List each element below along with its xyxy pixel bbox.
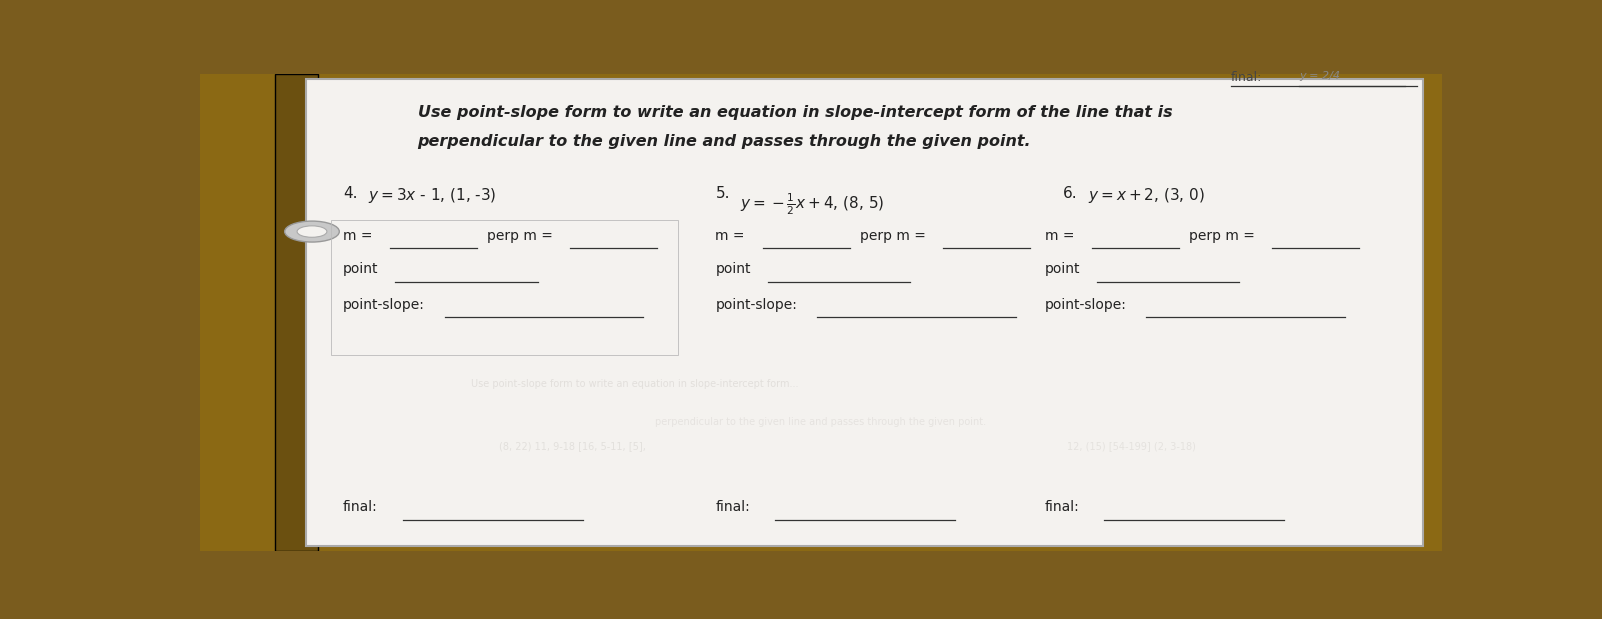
Text: perp m =: perp m =	[487, 228, 557, 243]
FancyBboxPatch shape	[306, 79, 1423, 546]
Text: 12, (15) [54-199] (2, 3-18): 12, (15) [54-199] (2, 3-18)	[1067, 441, 1195, 451]
FancyBboxPatch shape	[276, 74, 319, 551]
Text: final:: final:	[716, 500, 750, 514]
Text: point: point	[343, 262, 378, 276]
Text: y = 2/4: y = 2/4	[1299, 71, 1339, 82]
Circle shape	[296, 226, 327, 237]
Text: final:: final:	[343, 500, 378, 514]
Text: m =: m =	[716, 228, 750, 243]
Text: m =: m =	[343, 228, 376, 243]
Text: m =: m =	[1045, 228, 1078, 243]
Text: $y = 3x$ - 1, (1, -3): $y = 3x$ - 1, (1, -3)	[368, 186, 497, 206]
Bar	[330, 220, 678, 355]
Text: 4.: 4.	[343, 186, 357, 201]
Text: 5.: 5.	[716, 186, 731, 201]
Text: (8, 22) 11, 9-18 [16, 5-11, [5],: (8, 22) 11, 9-18 [16, 5-11, [5],	[500, 441, 646, 451]
Text: final:: final:	[1230, 71, 1262, 84]
Text: point-slope:: point-slope:	[343, 298, 425, 311]
Text: Use point-slope form to write an equation in slope-intercept form of the line th: Use point-slope form to write an equatio…	[418, 105, 1173, 120]
Text: 6.: 6.	[1064, 186, 1078, 201]
Circle shape	[285, 221, 340, 242]
Text: perpendicular to the given line and passes through the given point.: perpendicular to the given line and pass…	[655, 417, 987, 427]
Text: point-slope:: point-slope:	[716, 298, 798, 311]
Text: perp m =: perp m =	[1189, 228, 1259, 243]
Text: point-slope:: point-slope:	[1045, 298, 1126, 311]
Text: Use point-slope form to write an equation in slope-intercept form...: Use point-slope form to write an equatio…	[471, 379, 798, 389]
Text: $y = -\frac{1}{2}x + 4$, (8, 5): $y = -\frac{1}{2}x + 4$, (8, 5)	[740, 191, 884, 217]
Text: $y = x + 2$, (3, 0): $y = x + 2$, (3, 0)	[1088, 186, 1205, 206]
Text: point: point	[716, 262, 751, 276]
Text: final:: final:	[1045, 500, 1080, 514]
Text: perp m =: perp m =	[860, 228, 929, 243]
Text: point: point	[1045, 262, 1080, 276]
Text: perpendicular to the given line and passes through the given point.: perpendicular to the given line and pass…	[418, 134, 1032, 149]
